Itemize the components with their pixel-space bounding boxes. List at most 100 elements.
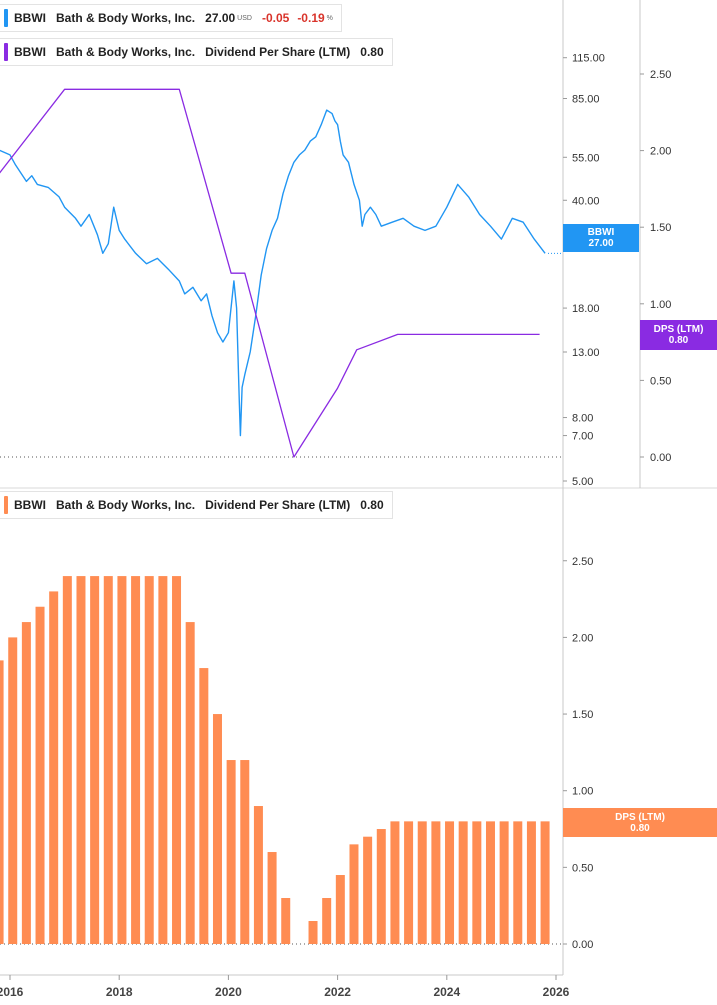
dps-bar <box>117 576 127 944</box>
price-axis-tag: BBWI 27.00 <box>563 224 639 252</box>
dps-bar <box>404 821 414 944</box>
dps-tick-label-bottom: 1.50 <box>572 709 593 721</box>
legend-ticker: BBWI <box>14 11 46 25</box>
dps-bar <box>335 875 345 944</box>
legend-company-name: Bath & Body Works, Inc. <box>56 11 196 25</box>
price-tag-ticker: BBWI <box>587 227 615 238</box>
dps-bar <box>431 821 441 944</box>
price-tick-label: 55.00 <box>572 152 600 164</box>
price-tick-label: 8.00 <box>572 413 593 425</box>
dps-bar <box>35 606 45 944</box>
dps-bar <box>76 576 86 944</box>
legend-company-name: Bath & Body Works, Inc. <box>56 498 196 512</box>
dps-tick-label-bottom: 1.00 <box>572 786 593 798</box>
dps-tick-label-bottom: 2.00 <box>572 632 593 644</box>
dps-tick-label-top: 0.50 <box>650 375 671 387</box>
dps-bar <box>445 821 455 944</box>
time-tick-label: 2024 <box>433 985 460 999</box>
dps-tag-bottom-value: 0.80 <box>630 822 650 834</box>
dps-bar <box>8 637 18 944</box>
dps-bar <box>144 576 154 944</box>
dps-tick-label-top: 0.00 <box>650 452 671 464</box>
price-tick-label: 40.00 <box>572 195 600 207</box>
time-tick-label: 2020 <box>215 985 242 999</box>
legend-price: 27.00 <box>205 11 236 25</box>
dps-bar <box>322 898 332 944</box>
legend-metric: Dividend Per Share (LTM) <box>205 498 351 512</box>
dps-line <box>0 88 540 458</box>
price-tick-label: 7.00 <box>572 431 593 443</box>
price-tick-label: 18.00 <box>572 303 600 315</box>
legend-ticker: BBWI <box>14 498 46 512</box>
dps-bar <box>226 760 236 944</box>
legend-pct-sign: % <box>326 14 333 22</box>
time-tick-label: 2026 <box>543 985 570 999</box>
dps-bar <box>131 576 141 944</box>
dps-bar <box>267 852 277 944</box>
dps-bar <box>199 668 209 944</box>
dps-bar <box>0 660 4 944</box>
dps-tick-label-top: 2.00 <box>650 146 671 158</box>
dps-tick-label-bottom: 0.50 <box>572 862 593 874</box>
dps-bar <box>281 898 291 944</box>
dps-bar <box>417 821 427 944</box>
dps-tag-top-value: 0.80 <box>668 335 689 346</box>
legend-metric: Dividend Per Share (LTM) <box>205 45 351 59</box>
dps-bar <box>185 622 195 944</box>
dps-bar <box>390 821 400 944</box>
price-legend-swatch <box>4 9 8 27</box>
price-tick-label: 115.00 <box>572 53 605 65</box>
dps-bar <box>158 576 168 944</box>
price-tick-label: 85.00 <box>572 94 600 106</box>
dps-bar <box>513 821 523 944</box>
dps-bar <box>458 821 468 944</box>
time-tick-label: 2016 <box>0 985 24 999</box>
dps-bar <box>172 576 182 944</box>
dps-tag-bottom-label: DPS (LTM) <box>615 811 665 823</box>
dps-bar <box>103 576 113 944</box>
dps-bar <box>376 829 386 944</box>
price-line <box>0 109 546 437</box>
dps-bar <box>363 836 373 944</box>
dps-bar <box>349 844 359 944</box>
dps-tick-label-top: 1.50 <box>650 222 671 234</box>
dps-bar <box>540 821 550 944</box>
dps-axis-tag-bottom: DPS (LTM) 0.80 <box>563 808 717 837</box>
dps-tick-label-top: 2.50 <box>650 69 671 81</box>
dps-legend-bottom[interactable]: BBWI Bath & Body Works, Inc. Dividend Pe… <box>0 491 393 519</box>
dps-legend-top[interactable]: BBWI Bath & Body Works, Inc. Dividend Pe… <box>0 38 393 66</box>
dps-bar <box>253 806 263 944</box>
grid-layer <box>0 456 717 945</box>
dps-bar <box>49 591 59 944</box>
legend-value: 0.80 <box>360 45 384 59</box>
dps-bar <box>21 622 31 944</box>
dps-bar <box>308 921 318 944</box>
price-tick-label: 13.00 <box>572 347 600 359</box>
dps-tick-label-bottom: 2.50 <box>572 556 593 568</box>
dps-bar <box>240 760 250 944</box>
dps-axis-tag-top: DPS (LTM) 0.80 <box>640 320 717 350</box>
dps-bar <box>212 714 222 944</box>
axes: 115.00 85.00 55.00 40.00 18.00 13.00 8.00 7.00 5… <box>0 0 671 999</box>
price-legend[interactable]: BBWI Bath & Body Works, Inc. 27.00 USD -… <box>0 4 342 32</box>
price-tag-value: 27.00 <box>588 238 614 249</box>
legend-company-name: Bath & Body Works, Inc. <box>56 45 196 59</box>
legend-ticker: BBWI <box>14 45 46 59</box>
dps-bar <box>485 821 495 944</box>
dps-bar <box>472 821 482 944</box>
legend-change: -0.05 <box>261 11 290 25</box>
dps-tick-label-top: 1.00 <box>650 299 671 311</box>
series-lines <box>0 88 563 458</box>
dps-bar <box>499 821 509 944</box>
time-tick-label: 2022 <box>324 985 351 999</box>
dps-bars <box>0 576 550 944</box>
dps-tick-label-bottom: 0.00 <box>572 939 593 951</box>
dps-bar <box>90 576 100 944</box>
price-tick-label: 5.00 <box>572 476 593 488</box>
legend-change-pct: -0.19 <box>297 11 325 25</box>
dps-bar <box>62 576 72 944</box>
time-tick-label: 2018 <box>106 985 133 999</box>
dps-legend-top-swatch <box>4 43 8 61</box>
legend-value: 0.80 <box>360 498 384 512</box>
